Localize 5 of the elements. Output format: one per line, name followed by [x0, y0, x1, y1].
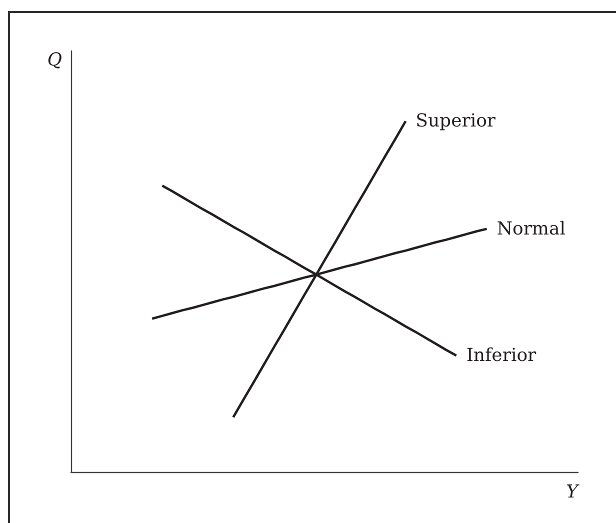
- x-axis-title: Y: [566, 482, 580, 502]
- series-label: Inferior: [466, 345, 537, 366]
- y-axis-title: Q: [47, 50, 62, 70]
- series-label: Superior: [416, 110, 496, 132]
- series-label: Normal: [496, 218, 566, 240]
